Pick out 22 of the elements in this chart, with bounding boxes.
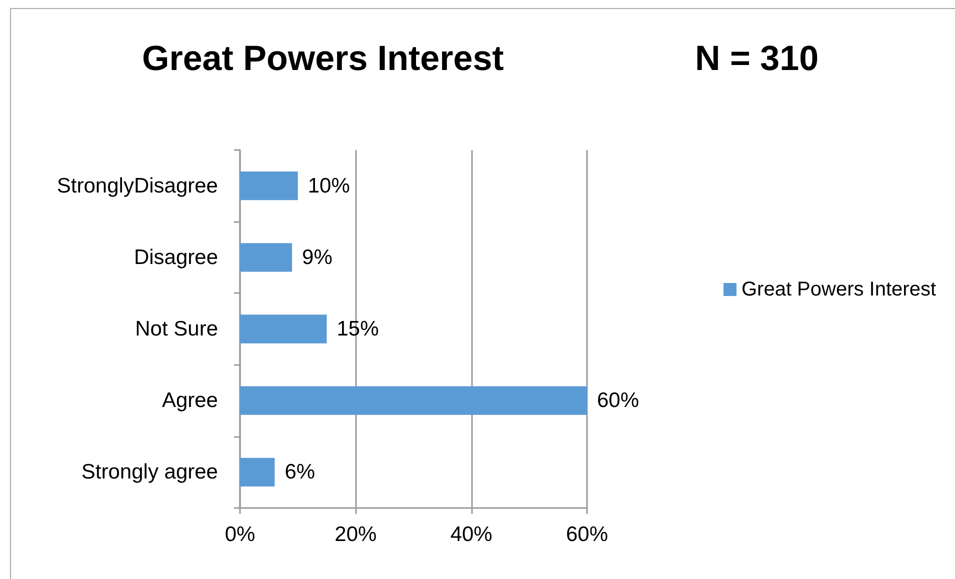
data-label: 60%	[597, 389, 640, 412]
bar	[240, 386, 587, 415]
bar	[240, 458, 275, 487]
legend-label: Great Powers Interest	[741, 278, 936, 300]
y-tick-label: Disagree	[134, 246, 218, 269]
x-tick-label: 40%	[450, 523, 492, 546]
y-tick-label: StronglyDisagree	[56, 174, 218, 198]
y-tick-label: Agree	[162, 389, 218, 412]
data-label: 9%	[302, 246, 332, 269]
data-label: 15%	[336, 318, 379, 340]
text: N = 310	[695, 39, 819, 78]
data-label: 10%	[308, 174, 350, 198]
x-tick-label: 60%	[566, 523, 608, 546]
bar	[240, 314, 327, 344]
x-tick-label: 0%	[224, 523, 256, 546]
chart-title: Great Powers Interest	[142, 39, 504, 78]
bar	[240, 243, 292, 272]
bar	[240, 171, 298, 200]
y-tick-label: Not Sure	[135, 318, 218, 340]
x-tick-label: 20%	[334, 523, 377, 546]
data-label: 6%	[284, 460, 316, 484]
y-tick-label: Strongly agree	[81, 460, 218, 484]
